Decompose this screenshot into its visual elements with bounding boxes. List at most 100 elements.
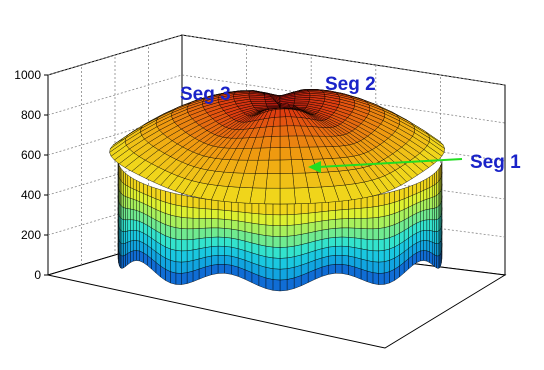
- surface-face: [224, 264, 232, 275]
- surface-face: [121, 169, 124, 184]
- surface-face: [437, 242, 440, 257]
- surface-face: [181, 205, 188, 219]
- surface-face: [204, 227, 212, 239]
- surface-face: [181, 261, 188, 274]
- surface-face: [132, 178, 137, 191]
- surface-face: [136, 240, 140, 252]
- surface-face: [237, 211, 246, 223]
- surface-face: [139, 191, 144, 204]
- surface-face: [420, 220, 424, 232]
- surface-face: [155, 188, 161, 201]
- surface-face: [372, 217, 379, 230]
- surface-face: [217, 209, 225, 220]
- surface-face: [432, 253, 435, 267]
- surface-face: [420, 190, 424, 203]
- surface-face: [279, 116, 288, 127]
- surface-face: [300, 232, 309, 245]
- surface-face: [328, 255, 336, 266]
- surface-face: [420, 210, 424, 222]
- surface-face: [335, 255, 343, 265]
- surface-face: [293, 203, 302, 215]
- surface-face: [437, 217, 440, 232]
- surface-face: [170, 271, 177, 285]
- surface-face: [181, 228, 188, 241]
- grid-line: [47, 74, 506, 124]
- surface-face: [211, 218, 219, 229]
- surface-face: [335, 264, 343, 274]
- surface-face: [160, 189, 166, 203]
- surface-face: [269, 135, 281, 148]
- surface-face: [217, 227, 225, 238]
- surface-face: [217, 200, 225, 211]
- surface-face: [423, 198, 428, 211]
- surface-face: [366, 270, 374, 284]
- surface-face: [360, 196, 368, 209]
- surface-face: [348, 218, 356, 229]
- surface-face: [354, 208, 362, 219]
- surface-face: [186, 239, 194, 251]
- surface-face: [127, 240, 131, 254]
- surface-face: [224, 255, 232, 266]
- surface-face: [130, 250, 134, 263]
- surface-face: [307, 212, 316, 224]
- surface-face: [251, 222, 260, 235]
- surface-face: [181, 239, 188, 252]
- surface-face: [389, 213, 395, 227]
- surface-face: [341, 199, 349, 210]
- surface-face: [120, 204, 123, 220]
- surface-face: [394, 200, 400, 214]
- surface-face: [211, 227, 219, 238]
- surface-face: [139, 231, 144, 244]
- surface-face: [408, 184, 413, 198]
- surface-face: [432, 196, 435, 209]
- surface-face: [127, 251, 131, 265]
- surface-face: [335, 218, 343, 229]
- surface-face: [423, 178, 428, 191]
- surface-face: [175, 250, 182, 263]
- surface-face: [437, 179, 440, 195]
- surface-face: [123, 231, 126, 245]
- surface-face: [360, 268, 368, 282]
- surface-face: [321, 265, 329, 277]
- surface-face: [132, 219, 137, 231]
- surface-face: [204, 246, 212, 258]
- surface-face: [204, 265, 212, 278]
- surface-face: [416, 211, 421, 224]
- surface-face: [192, 207, 200, 219]
- surface-face: [437, 192, 440, 208]
- surface-face: [436, 206, 439, 220]
- surface-face: [293, 234, 302, 247]
- surface-face: [383, 214, 390, 228]
- seg2-label: Seg 2: [325, 74, 376, 95]
- surface-face: [132, 250, 137, 262]
- surface-face: [265, 267, 274, 280]
- annotations: Seg 1 Seg 2 Seg 3: [180, 74, 521, 173]
- surface-face: [265, 235, 274, 248]
- surface-face: [420, 230, 424, 242]
- surface-face: [127, 197, 131, 210]
- surface-face: [383, 203, 390, 217]
- surface-face: [436, 181, 439, 196]
- surface-face: [136, 179, 140, 193]
- surface-face: [244, 221, 253, 234]
- surface-face: [372, 228, 379, 241]
- surface-face: [366, 217, 374, 230]
- surface-face: [265, 245, 274, 259]
- surface-face: [279, 99, 295, 104]
- surface-face: [378, 193, 385, 207]
- surface-face: [321, 210, 329, 222]
- surface-face: [279, 125, 289, 137]
- surface-face: [198, 197, 206, 209]
- surface-face: [125, 230, 128, 244]
- surface-face: [372, 272, 379, 285]
- surface-face: [211, 255, 219, 266]
- surface-face: [429, 208, 433, 221]
- surface-face: [429, 174, 433, 188]
- surface-face: [426, 176, 430, 190]
- seg3-label: Seg 3: [180, 84, 231, 105]
- surface-face: [265, 214, 274, 226]
- surface-face: [198, 218, 206, 229]
- surface-face: [132, 229, 137, 241]
- surface-face: [151, 186, 157, 200]
- surface-face: [426, 219, 430, 231]
